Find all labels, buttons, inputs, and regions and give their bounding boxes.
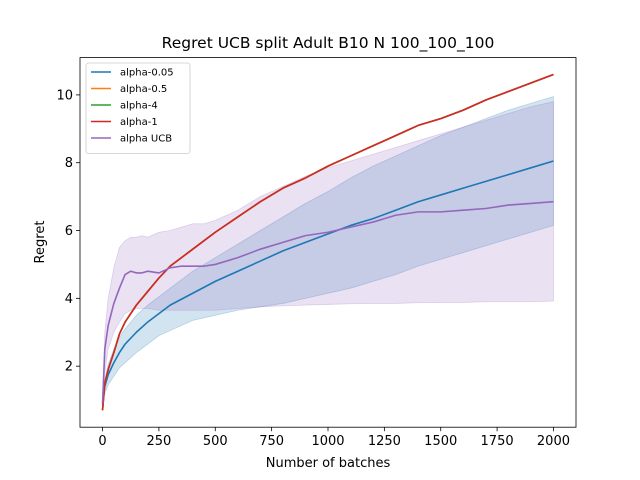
- x-tick-label: 500: [203, 434, 228, 449]
- band-1: [102, 96, 554, 407]
- y-tick-label: 6: [65, 224, 73, 239]
- confidence-bands: [102, 96, 554, 407]
- legend: alpha-0.05 alpha-0.5 alpha-4 alpha-1 alpha U…: [85, 62, 191, 154]
- y-tick-label: 8: [65, 156, 73, 171]
- x-tick-label: 1500: [424, 434, 457, 449]
- legend-label: alpha-4: [120, 101, 158, 112]
- x-tick-label: 250: [146, 434, 171, 449]
- series-line-4: [101, 73, 554, 411]
- x-tick-label: 750: [259, 434, 284, 449]
- series-lines: [101, 73, 554, 411]
- series-line-1: [101, 160, 554, 404]
- series-line-5: [101, 200, 554, 404]
- x-axis: 0 250 500 750 1000 1250 1500 1750 2000: [98, 427, 570, 449]
- legend-label: alpha UCB: [120, 134, 172, 145]
- y-axis: 2 4 6 8 10: [56, 88, 80, 375]
- y-tick-label: 10: [56, 88, 73, 103]
- chart-title: Regret UCB split Adult B10 N 100_100_100: [162, 34, 495, 53]
- x-tick-label: 2000: [537, 434, 570, 449]
- y-axis-title: Regret: [33, 221, 48, 264]
- x-tick-label: 0: [98, 434, 106, 449]
- y-tick-label: 4: [65, 292, 73, 307]
- x-tick-label: 1000: [311, 434, 344, 449]
- x-tick-label: 1250: [368, 434, 401, 449]
- y-tick-label: 2: [65, 360, 73, 375]
- legend-label: alpha-0.5: [120, 84, 167, 95]
- legend-label: alpha-1: [120, 117, 158, 128]
- band-5: [102, 101, 554, 407]
- x-tick-label: 1750: [481, 434, 514, 449]
- x-axis-title: Number of batches: [266, 456, 391, 471]
- legend-box: [85, 62, 191, 154]
- legend-label: alpha-0.05: [120, 68, 174, 79]
